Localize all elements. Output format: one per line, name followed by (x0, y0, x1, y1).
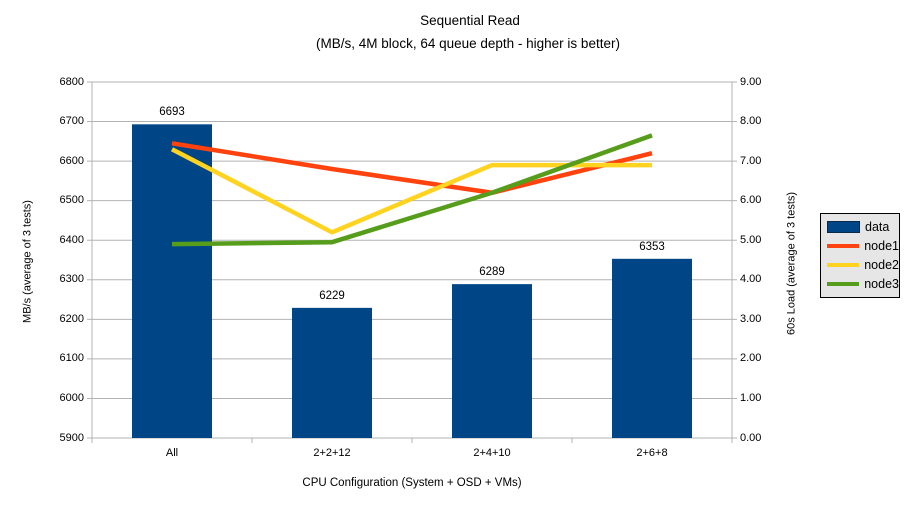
legend-swatch-node2 (827, 263, 860, 267)
chart-subtitle: (MB/s, 4M block, 64 queue depth - higher… (316, 36, 620, 51)
line-node3 (171, 133, 653, 247)
bar-value-label: 6229 (319, 289, 345, 302)
legend-item-node1: node1 (827, 239, 899, 254)
line-node1 (171, 141, 653, 196)
left-axis-tick-label: 6100 (59, 352, 84, 365)
left-axis-tick-label: 6700 (59, 115, 84, 128)
right-axis-title: 60s Load (average of 3 tests) (785, 191, 798, 336)
right-axis-tick-label: 3.00 (740, 312, 762, 325)
left-axis-tick-label: 5900 (59, 431, 84, 444)
right-axis-tick-label: 5.00 (740, 233, 762, 246)
bar-2+4+10 (452, 284, 532, 438)
legend-item-data: data (827, 220, 899, 235)
left-axis-tick-label: 6800 (59, 75, 84, 88)
right-axis-tick-label: 9.00 (740, 75, 762, 88)
right-axis-tick-label: 1.00 (740, 391, 762, 404)
right-axis-tick-label: 7.00 (740, 154, 762, 167)
left-axis-tick-label: 6300 (59, 273, 84, 286)
left-axis-tick-label: 6500 (59, 194, 84, 207)
right-axis-tick-label: 8.00 (740, 115, 762, 128)
bar-2+6+8 (612, 258, 692, 438)
legend-label: node2 (864, 258, 899, 272)
right-axis-tick-label: 2.00 (740, 352, 762, 365)
bar-All (132, 124, 212, 438)
category-label-2+6+8: 2+6+8 (636, 447, 668, 459)
bar-value-label: 6693 (159, 106, 185, 119)
bar-value-label: 6289 (479, 266, 505, 279)
left-axis-tick-label: 6600 (59, 154, 84, 167)
category-label-2+2+12: 2+2+12 (313, 447, 351, 459)
bar-value-label: 6353 (639, 240, 665, 253)
legend-label: node3 (864, 277, 899, 291)
legend-swatch-data (827, 221, 860, 233)
right-axis-tick-label: 4.00 (740, 273, 762, 286)
legend: data node1 node2 node3 (820, 213, 900, 298)
legend-item-node3: node3 (827, 277, 899, 292)
right-axis-tick-label: 0.00 (740, 431, 762, 444)
chart-title: Sequential Read (420, 13, 520, 28)
legend-swatch-node1 (827, 244, 860, 248)
legend-label: node1 (864, 239, 899, 253)
category-label-2+4+10: 2+4+10 (473, 447, 511, 459)
bar-2+2+12 (292, 307, 372, 438)
category-label-All: All (165, 447, 179, 459)
left-axis-tick-label: 6000 (59, 391, 84, 404)
legend-item-node2: node2 (827, 258, 899, 273)
left-axis-tick-label: 6200 (59, 312, 84, 325)
left-axis-title: MB/s (average of 3 tests) (21, 200, 34, 323)
left-axis-tick-label: 6400 (59, 233, 84, 246)
legend-swatch-node3 (827, 282, 860, 286)
x-axis-title: CPU Configuration (System + OSD + VMs) (302, 477, 522, 489)
legend-label: data (865, 220, 890, 234)
right-axis-tick-label: 6.00 (740, 194, 762, 207)
